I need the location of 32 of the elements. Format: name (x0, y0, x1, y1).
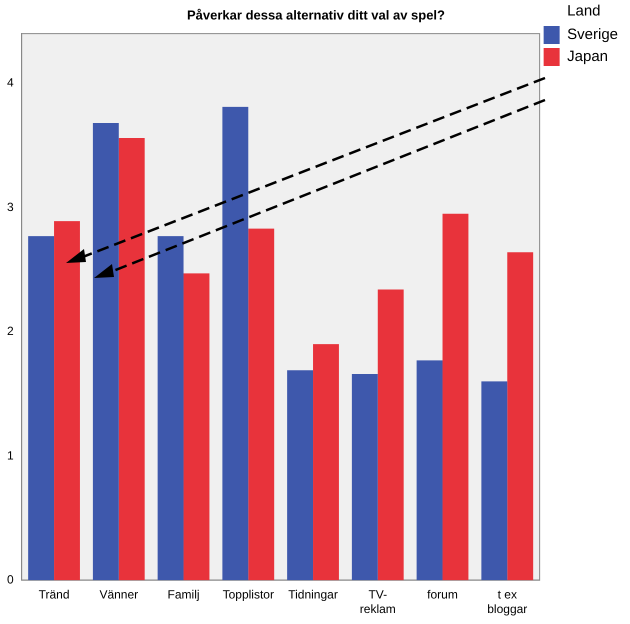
bar (92, 123, 119, 580)
bar (118, 138, 145, 580)
bar (184, 273, 210, 580)
bar (416, 360, 443, 580)
bar (248, 228, 274, 580)
x-tick-label: Topplistor (222, 588, 274, 602)
bar (287, 370, 314, 580)
legend-label: Japan (567, 48, 608, 66)
bar (507, 252, 534, 580)
x-tick-label: t ex bloggar (487, 588, 528, 616)
x-tick-label: TV-reklam (360, 588, 396, 616)
x-tick-label: Vänner (99, 588, 138, 602)
bar (481, 381, 508, 580)
bar (158, 236, 184, 580)
bar (222, 106, 248, 580)
y-tick-label: 3 (6, 200, 14, 214)
bar (28, 236, 54, 580)
x-tick-label: forum (427, 588, 458, 602)
bar (313, 344, 339, 580)
bar (442, 214, 468, 580)
legend-title: Land (567, 2, 601, 20)
bar (378, 290, 404, 580)
y-tick-label: 4 (6, 76, 14, 90)
x-tick-label: Familj (168, 588, 200, 602)
x-tick-label: Tränd (38, 588, 70, 602)
bar (352, 374, 378, 580)
y-tick-label: 1 (6, 448, 14, 462)
y-tick-label: 2 (6, 324, 14, 338)
x-tick-label: Tidningar (288, 588, 338, 602)
chart-title: Påverkar dessa alternativ ditt val av spel? (187, 7, 446, 22)
legend-label: Sverige (567, 26, 618, 44)
y-tick-label: 0 (6, 572, 14, 587)
